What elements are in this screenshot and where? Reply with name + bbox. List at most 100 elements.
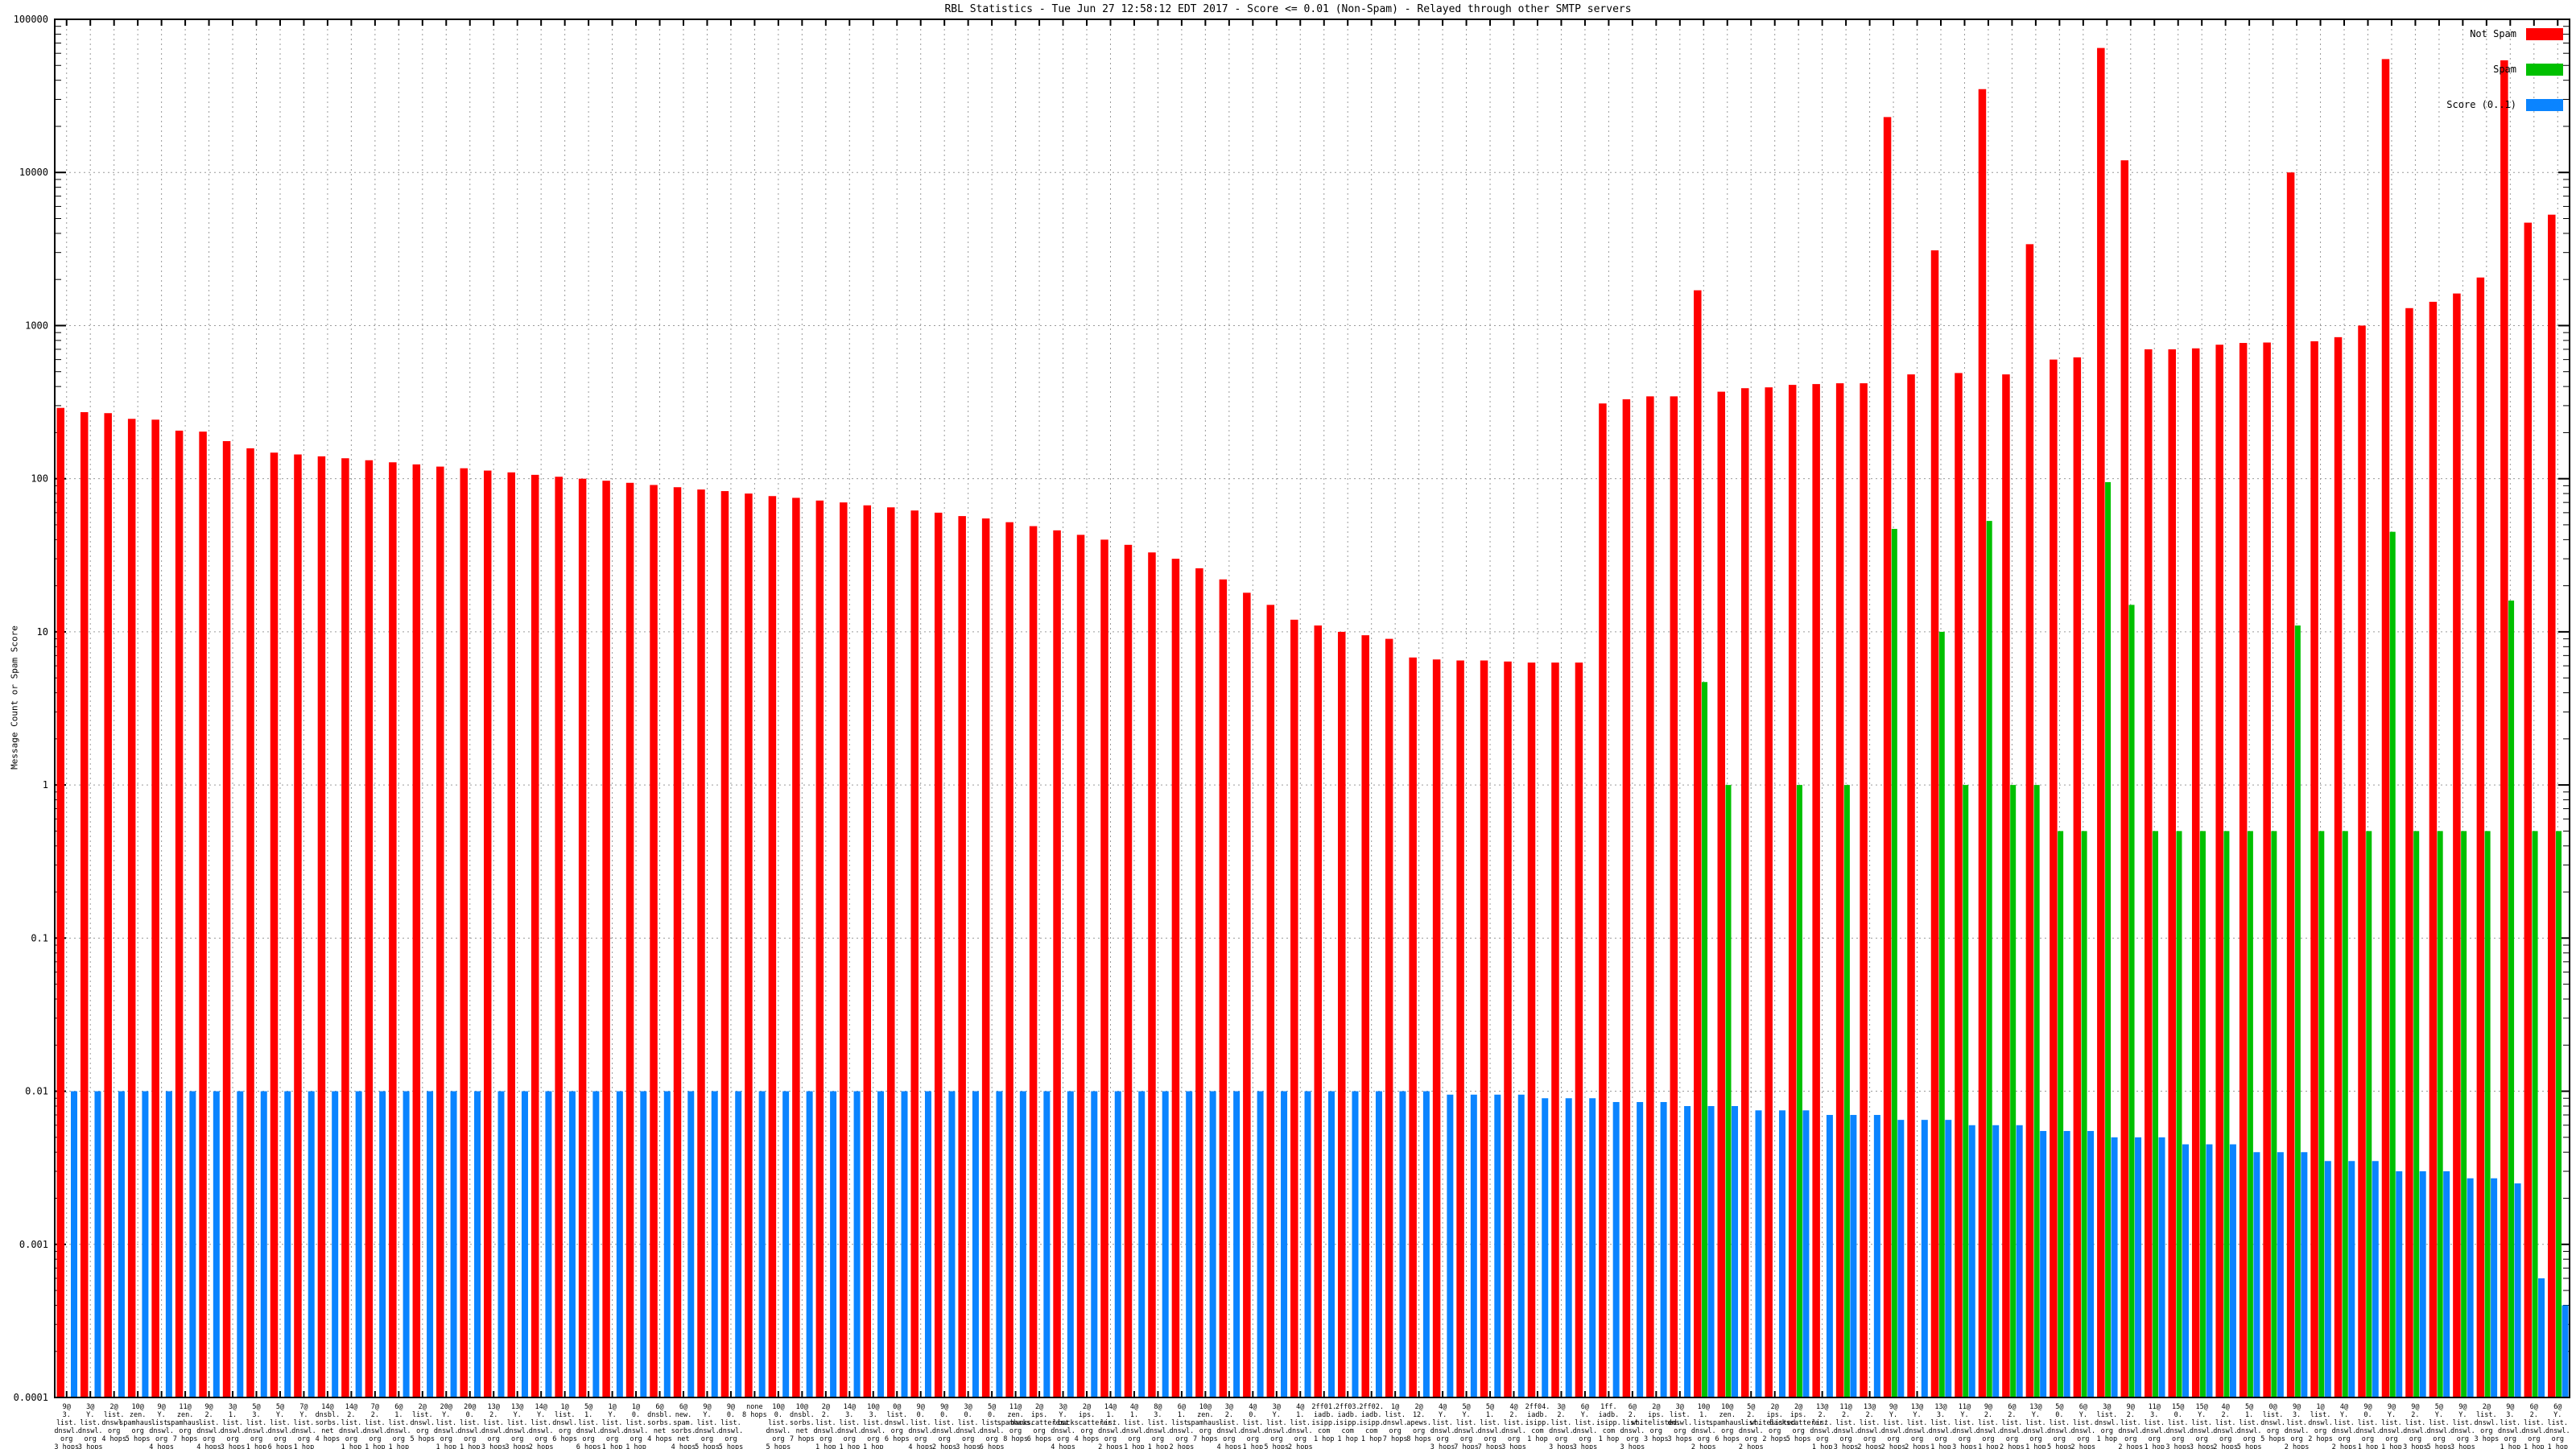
bar-score (1399, 1091, 1406, 1397)
x-tick-label: 9@ 2. list. dnswl. org 2 hops (2118, 1403, 2143, 1449)
bar-not-spam (104, 413, 112, 1398)
x-tick-label: 2@ 12. apews. org 8 hops (1406, 1403, 1431, 1443)
bar-score (474, 1091, 481, 1397)
x-tick-label: 3@ list. dnswl. org 1 hop (2095, 1403, 2120, 1443)
x-tick-label: 11@ zen. spamhaus. org 8 hops (997, 1403, 1034, 1443)
bar-spam (1702, 682, 1708, 1397)
bar-score (2514, 1183, 2521, 1397)
x-tick-label: 2@ list. dnswl. org 5 hops (410, 1403, 435, 1443)
x-tick-label: 10@ 3. list. dnswl. org 1 hop (861, 1403, 886, 1449)
x-tick-label: 9@ Y. list. dnswl. org 1 hop (2380, 1403, 2405, 1449)
bar-not-spam (2215, 345, 2223, 1397)
bar-not-spam (697, 489, 705, 1397)
bar-score (1470, 1094, 1477, 1397)
legend-row-not-spam: Not Spam (2446, 27, 2563, 40)
bar-score (782, 1091, 790, 1397)
bar-not-spam (1765, 387, 1773, 1397)
bar-score (2063, 1130, 2070, 1397)
x-tick-label: 10@ zen. spamhaus. org 5 hops (119, 1403, 156, 1443)
bar-not-spam (768, 496, 777, 1397)
x-tick-label: 4@ 2. list. dnswl. org 3 hops (1501, 1403, 1526, 1449)
bar-score (237, 1091, 244, 1397)
bar-score (545, 1091, 552, 1397)
x-tick-label: 9@ 0. list. dnswl. org 4 hops (908, 1403, 933, 1449)
bar-score (568, 1091, 576, 1397)
x-tick-label: 4@ 2. list. dnswl. org 2 hops (2213, 1403, 2238, 1449)
bar-score (1091, 1091, 1098, 1397)
legend-swatch-spam (2526, 63, 2563, 76)
bar-score (1352, 1091, 1359, 1397)
x-tick-label: 10@ zen. spamhaus. org 6 hops (1709, 1403, 1746, 1443)
bar-not-spam (530, 474, 539, 1397)
bar-score (687, 1091, 695, 1397)
x-tick-label: 5@ 0. list. dnswl. org 5 hops (2047, 1403, 2072, 1449)
x-tick-label: 4@ 1. list. dnswl. org 1 hop (1122, 1403, 1147, 1449)
bar-spam (2484, 831, 2491, 1397)
x-tick-label: 2@ list. dnswl. org 4 hops (101, 1403, 126, 1443)
bar-not-spam (2168, 349, 2176, 1397)
bar-score (1114, 1091, 1121, 1397)
x-tick-label: 6@ 2. list. dnswl. org 2 hops (2000, 1403, 2025, 1449)
x-tick-label: 5@ 3. list. dnswl. org 1 hop (244, 1403, 269, 1449)
bar-score (189, 1091, 196, 1397)
bar-not-spam (294, 454, 302, 1397)
bar-score (1945, 1120, 1952, 1397)
x-tick-label: 5@ Y. list. dnswl. org 7 hops (1454, 1403, 1479, 1449)
bar-not-spam (1551, 663, 1559, 1397)
x-tick-label: 4@ Y. list. dnswl. org 2 hops (2332, 1403, 2357, 1449)
x-tick-label: 4@ 0. list. dnswl. org 1 hop (1241, 1403, 1265, 1449)
x-tick-label: 3@ Y. list. dnswl. org 5 hops (1264, 1403, 1289, 1449)
bar-spam (2033, 785, 2040, 1397)
bar-score (1612, 1101, 1620, 1397)
x-tick-label: 7@ Y. list. dnswl. org 1 hop (291, 1403, 316, 1449)
bar-score (1589, 1098, 1596, 1397)
x-tick-label: 13@ Y. list. dnswl. org 2 hops (1905, 1403, 1930, 1449)
bar-not-spam (1243, 592, 1251, 1397)
y-tick-label: 1 (43, 779, 48, 791)
bar-score (901, 1091, 908, 1397)
x-tick-label: 13@ Y. list. dnswl. org 1 hop (2024, 1403, 2049, 1449)
bar-score (213, 1091, 220, 1397)
bar-not-spam (460, 468, 469, 1397)
bar-not-spam (1622, 399, 1631, 1397)
bar-spam (2318, 831, 2325, 1397)
x-tick-label: 6@ Y. list. dnswl. org 3 hops (1573, 1403, 1598, 1449)
bar-not-spam (246, 448, 254, 1397)
x-tick-label: 2@ 2. list. dnswl. org 1 hop (813, 1403, 838, 1449)
x-tick-label: 2@ ips. backscatterer. org 6 hops (1010, 1403, 1068, 1443)
y-tick-label: 0.1 (31, 932, 48, 943)
bar-not-spam (1290, 619, 1298, 1397)
x-tick-label: 3@ 1. list. dnswl. org 3 hops (221, 1403, 246, 1449)
bar-score (1755, 1110, 1762, 1397)
bar-not-spam (127, 419, 136, 1397)
bar-spam (2294, 625, 2301, 1397)
x-tick-label: 13@ 2. list. dnswl. org 2 hops (1857, 1403, 1882, 1449)
bar-not-spam (1599, 403, 1607, 1398)
x-tick-label: 6@ 1. list. dnswl. org 1 hop (386, 1403, 411, 1449)
bar-score (1873, 1115, 1880, 1397)
x-tick-label: 9@ Y. list. dnswl. org 2 hops (1881, 1403, 1906, 1449)
bar-score (1637, 1101, 1644, 1397)
y-tick-label: 1000 (25, 320, 48, 331)
bar-not-spam (2050, 359, 2058, 1397)
x-tick-label: 6@ 1. list. dnswl. org 2 hops (1170, 1403, 1195, 1449)
x-tick-label: 3@ list. dnswl. org 3 hops (1667, 1403, 1692, 1443)
bar-score (2206, 1144, 2213, 1397)
bar-score (616, 1091, 623, 1397)
x-tick-label: 14@ 2. list. dnswl. org 1 hop (339, 1403, 364, 1449)
bar-score (2229, 1144, 2236, 1397)
x-tick-label: 1@ list. dnswl. org 7 hops (1383, 1403, 1408, 1443)
x-tick-label: 11@ 3. list. dnswl. org 1 hop (2142, 1403, 2167, 1449)
bar-score (640, 1091, 647, 1397)
bar-not-spam (2500, 60, 2508, 1397)
y-tick-label: 100 (31, 473, 48, 485)
bar-score (806, 1091, 813, 1397)
bar-spam (1891, 529, 1897, 1397)
bar-spam (2366, 831, 2372, 1397)
x-tick-label: 5@ 1. list. dnswl. org 6 hops (576, 1403, 601, 1449)
bar-score (2182, 1144, 2189, 1397)
bar-spam (2413, 831, 2420, 1397)
bar-score (2158, 1137, 2165, 1397)
bar-score (1992, 1125, 2000, 1397)
x-tick-label: 6@ Y. list. dnswl. org 2 hops (2070, 1403, 2095, 1449)
